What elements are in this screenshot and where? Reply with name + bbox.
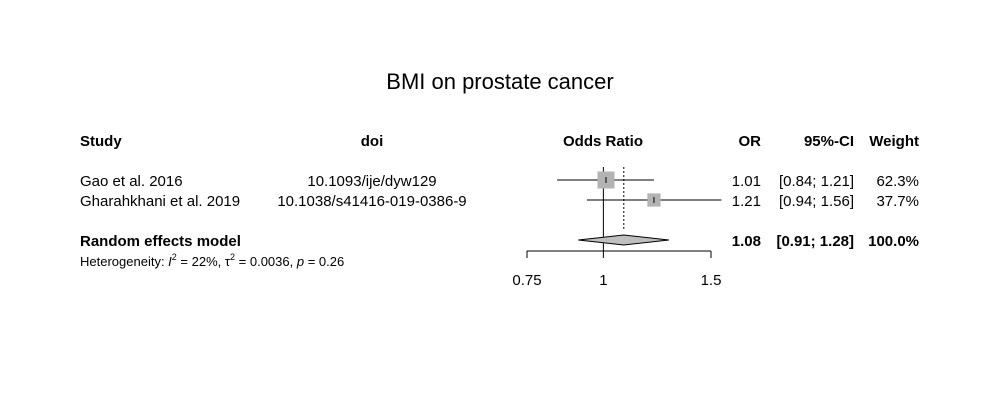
study-weight: 62.3% [876,173,919,190]
study-label: Gharahkhani et al. 2019 [80,193,240,210]
x-axis-tick-label: 0.75 [512,272,541,289]
het-tau-sup: 2 [230,252,235,262]
header-study: Study [80,133,122,150]
heterogeneity-text: Heterogeneity: I2 = 22%, τ2 = 0.0036, p … [80,252,344,269]
het-p-value: = 0.26 [304,254,344,269]
summary-ci: [0.91; 1.28] [776,233,854,250]
study-doi: 10.1093/ije/dyw129 [307,173,436,190]
het-tau-value: = 0.0036, [235,254,297,269]
chart-title: BMI on prostate cancer [386,69,613,94]
summary-label: Random effects model [80,233,241,250]
study-or: 1.21 [732,193,761,210]
study-label: Gao et al. 2016 [80,173,183,190]
header-weight: Weight [869,133,919,150]
study-doi: 10.1038/s41416-019-0386-9 [277,193,466,210]
header-ci: 95%-CI [804,133,854,150]
study-weight: 37.7% [876,193,919,210]
het-i2-value: = 22%, [177,254,225,269]
header-odds-ratio: Odds Ratio [563,133,643,150]
het-p-symbol: p [296,254,304,269]
het-i2-sup: 2 [172,252,177,262]
header-or: OR [739,133,762,150]
summary-or: 1.08 [732,233,761,250]
het-tau-symbol: τ [225,254,231,269]
x-axis-tick-label: 1 [599,272,607,289]
study-or: 1.01 [732,173,761,190]
het-prefix: Heterogeneity: [80,254,168,269]
header-doi: doi [361,133,384,150]
het-i2-symbol: I [168,254,172,269]
x-axis-tick-label: 1.5 [701,272,722,289]
summary-diamond [578,234,669,246]
study-ci: [0.84; 1.21] [779,173,854,190]
forest-marks: 0.75 1 1.5 [512,167,721,289]
study-ci: [0.94; 1.56] [779,193,854,210]
summary-weight: 100.0% [868,233,919,250]
